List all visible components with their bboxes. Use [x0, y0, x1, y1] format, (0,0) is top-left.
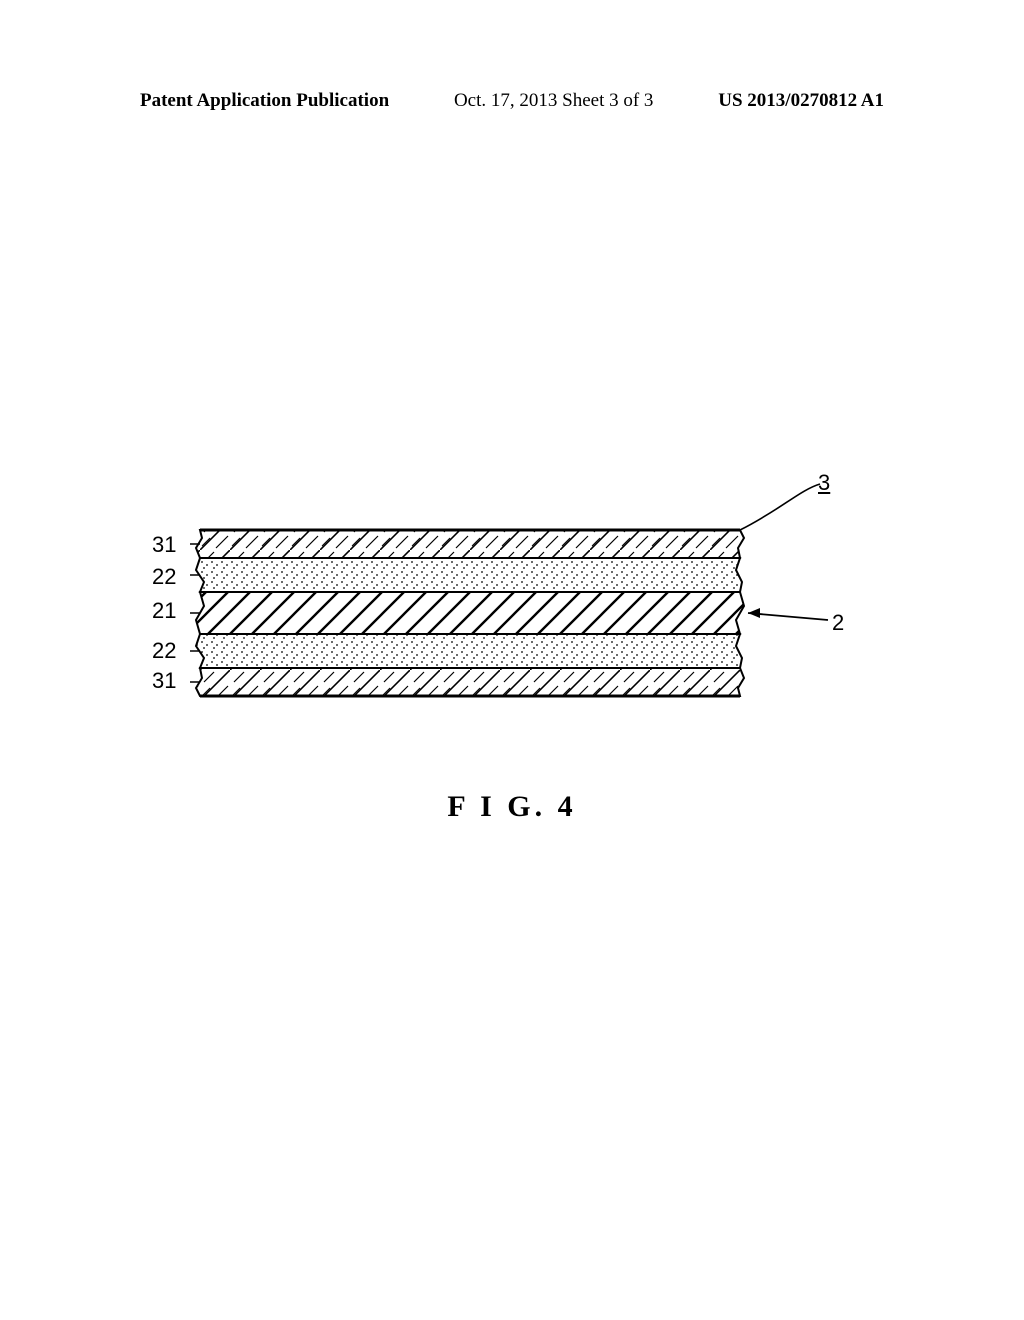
- leader-3: [740, 484, 820, 530]
- figure-caption: F I G. 4: [0, 790, 1024, 824]
- ref-label-22-bot: 22: [152, 638, 176, 664]
- publication-type: Patent Application Publication: [140, 90, 389, 112]
- layer-31-bot: [196, 668, 744, 696]
- layer-22-top: [196, 558, 742, 592]
- ref-label-31-bot: 31: [152, 668, 176, 694]
- ref-label-31-top: 31: [152, 532, 176, 558]
- figure-4-diagram: [140, 460, 880, 740]
- layer-22-bot: [196, 634, 742, 668]
- ref-label-22-top: 22: [152, 564, 176, 590]
- ref-label-21: 21: [152, 598, 176, 624]
- publication-number: US 2013/0270812 A1: [718, 90, 884, 112]
- layer-21: [196, 592, 744, 634]
- publication-date-sheet: Oct. 17, 2013 Sheet 3 of 3: [454, 90, 653, 112]
- page-header: Patent Application Publication Oct. 17, …: [0, 90, 1024, 112]
- arrowhead-2: [748, 608, 760, 618]
- ref-label-2: 2: [832, 610, 844, 636]
- ref-label-3: 3: [818, 470, 830, 496]
- layer-31-top: [196, 530, 744, 558]
